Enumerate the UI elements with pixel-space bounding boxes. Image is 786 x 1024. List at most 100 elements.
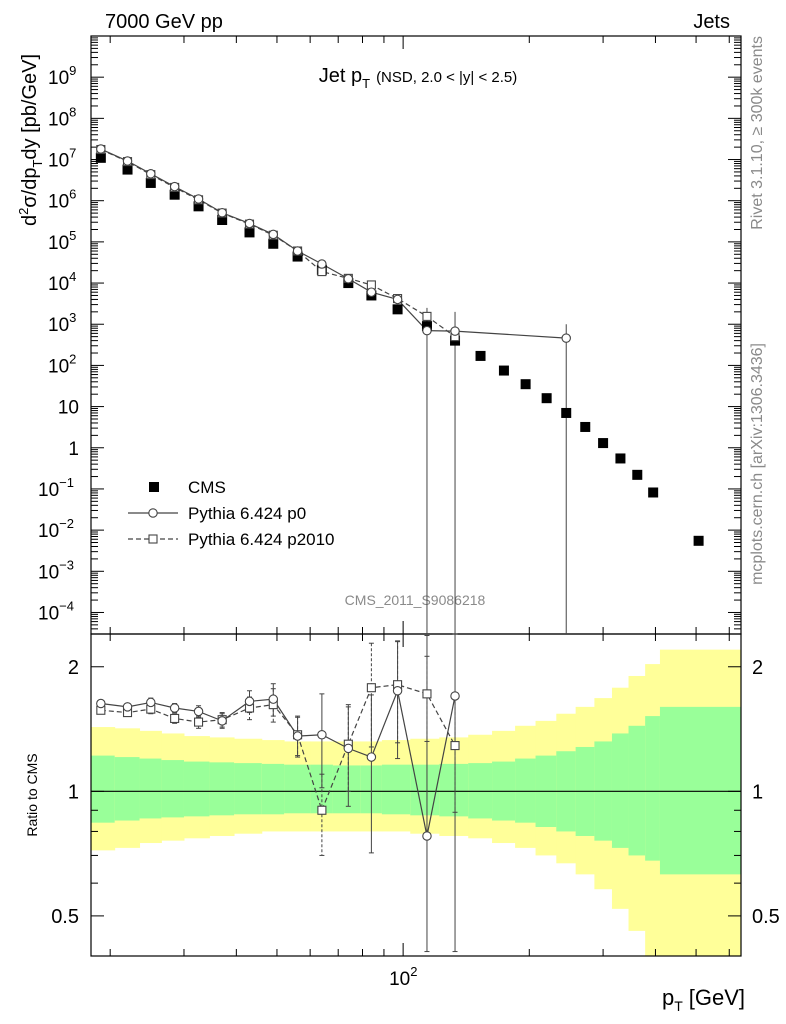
ratio-p0-point xyxy=(217,716,227,726)
ratio-p2010-point xyxy=(317,805,327,815)
legend-label: Pythia 6.424 p2010 xyxy=(188,530,335,549)
band-inner xyxy=(659,706,742,875)
band-inner xyxy=(310,764,334,814)
y-tick-label: 105 xyxy=(48,228,76,254)
band-inner xyxy=(439,763,469,817)
band-inner xyxy=(645,716,661,861)
ratio-p0-point xyxy=(422,831,432,841)
y-tick-label: 108 xyxy=(48,104,76,130)
y-tick-label: 10−3 xyxy=(38,557,74,583)
p0-point xyxy=(422,325,432,336)
main-ylabel: d2σ/dpTdy [pb/GeV] xyxy=(16,54,45,226)
band-inner xyxy=(91,755,116,823)
p0-point xyxy=(392,294,403,305)
p0-point xyxy=(146,169,156,179)
y-tick-label: 102 xyxy=(48,351,76,377)
cms-point xyxy=(520,379,531,390)
ratio-p0-point xyxy=(268,694,279,704)
p2010-point xyxy=(317,267,327,277)
header-right: Jets xyxy=(693,11,730,33)
cms-point xyxy=(217,214,228,225)
cms-point xyxy=(615,453,626,464)
band-inner xyxy=(183,761,210,817)
cms-point xyxy=(541,393,552,404)
legend-label: Pythia 6.424 p0 xyxy=(188,504,306,523)
p0-point xyxy=(244,218,255,229)
ratio-y-tick-label-right: 1 xyxy=(752,781,763,803)
band-inner xyxy=(284,764,311,814)
ratio-y-tick-label-right: 0.5 xyxy=(752,906,780,928)
ratio-y-tick-label: 1 xyxy=(68,781,79,803)
cms-point xyxy=(598,438,609,449)
y-tick-label: 106 xyxy=(48,187,76,213)
x-axis-label: pT [GeV] xyxy=(662,985,745,1014)
p0-point xyxy=(317,259,327,269)
ratio-p0-point xyxy=(366,752,377,762)
y-tick-label: 109 xyxy=(48,63,76,89)
ratio-series xyxy=(96,633,460,953)
p0-point xyxy=(292,246,303,256)
x-tick-label: 102 xyxy=(389,964,417,990)
cms-point xyxy=(268,238,279,249)
p0-point xyxy=(561,333,571,343)
y-tick-label: 10−4 xyxy=(38,598,74,624)
cms-point xyxy=(498,365,509,376)
main-title: Jet pT (NSD, 2.0 < |y| < 2.5) xyxy=(319,65,518,91)
ratio-p0-point xyxy=(122,702,133,712)
ratio-p0-point xyxy=(317,730,327,740)
y-tick-label: 103 xyxy=(48,310,76,336)
band-inner xyxy=(628,725,646,856)
cms-point xyxy=(632,469,643,480)
y-tick-label: 10−2 xyxy=(38,516,74,542)
ratio-p2010-point xyxy=(450,741,460,751)
ratio-p0-point xyxy=(450,691,460,701)
ratio-p0-point xyxy=(169,703,180,713)
legend-cms-marker xyxy=(149,482,159,492)
p0-point xyxy=(450,326,460,336)
cms-point xyxy=(193,201,204,212)
y-tick-label: 10−1 xyxy=(38,475,74,501)
ratio-bands xyxy=(91,649,742,956)
p0-point xyxy=(366,287,377,297)
legend: CMS Pythia 6.424 p0 Pythia 6.424 p2010 xyxy=(128,478,335,549)
band-inner xyxy=(209,762,235,816)
legend-p0-marker xyxy=(148,508,158,518)
cms-point xyxy=(145,177,156,188)
cms-point xyxy=(648,487,659,498)
cms-point xyxy=(475,350,486,361)
band-inner xyxy=(161,760,185,818)
rivet-label: Rivet 3.1.10, ≥ 300k events xyxy=(749,36,766,230)
ratio-p0-point xyxy=(146,697,156,708)
y-tick-label: 104 xyxy=(48,269,76,295)
band-inner xyxy=(114,757,141,821)
cms-point xyxy=(95,152,106,163)
ratio-p0-point xyxy=(193,706,204,717)
legend-p2010-marker xyxy=(148,534,158,544)
ratio-p0-point xyxy=(96,698,106,709)
band-inner xyxy=(611,733,630,848)
band-inner xyxy=(234,763,263,815)
ratio-ylabel: Ratio to CMS xyxy=(24,753,40,836)
cms-point xyxy=(392,304,403,315)
ratio-p2010-point xyxy=(193,717,204,727)
p0-point xyxy=(169,181,180,192)
band-inner xyxy=(332,765,361,814)
p0-point xyxy=(122,156,133,166)
y-tick-label: 1 xyxy=(68,439,79,460)
band-inner xyxy=(381,764,411,815)
cms-point xyxy=(169,189,180,200)
ratio-frame xyxy=(90,633,742,957)
p0-point xyxy=(343,274,354,284)
ratio-p0-point xyxy=(392,686,403,696)
cms-point xyxy=(693,535,704,546)
y-tick-label: 107 xyxy=(48,146,76,172)
watermark: CMS_2011_S9086218 xyxy=(345,592,486,608)
ratio-axes: 0.5 0.5 1 1 2 2 102 xyxy=(51,633,780,990)
ratio-y-tick-label: 2 xyxy=(68,657,79,679)
ratio-p2010-point xyxy=(366,683,376,693)
y-tick-label: 10 xyxy=(58,398,79,419)
main-axes: 10910810710610510410310210110−110−210−31… xyxy=(38,35,742,635)
header-left: 7000 GeV pp xyxy=(105,11,223,33)
cms-point xyxy=(561,407,572,418)
ratio-p0-point xyxy=(292,731,303,741)
